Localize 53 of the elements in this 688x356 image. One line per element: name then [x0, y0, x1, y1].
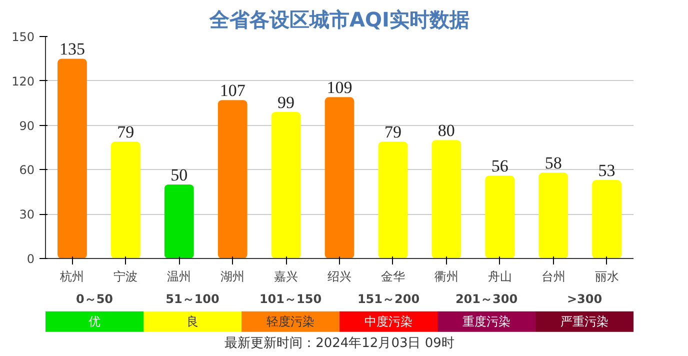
data-label: 79 [117, 122, 134, 142]
data-label: 50 [170, 166, 188, 184]
data-label: 107 [220, 81, 246, 100]
data-label: 80 [438, 121, 455, 140]
bar [218, 100, 248, 258]
data-label: 99 [278, 92, 295, 112]
x-tick-label: 绍兴 [328, 270, 352, 284]
bar [271, 112, 301, 258]
bar [110, 142, 140, 258]
y-tick-label: 60 [19, 163, 35, 178]
x-tick-label: 衢州 [434, 270, 458, 284]
category-label: 严重污染 [560, 314, 608, 329]
data-label: 53 [598, 161, 616, 180]
x-tick-label: 湖州 [220, 270, 245, 284]
bar [324, 97, 354, 258]
bar [432, 140, 462, 258]
bar [538, 172, 568, 258]
category-label: 轻度污染 [266, 314, 314, 329]
data-label: 56 [491, 156, 508, 176]
x-tick-label: 杭州 [59, 270, 84, 284]
data-label: 79 [384, 122, 402, 142]
bar [58, 58, 87, 258]
data-label: 135 [59, 40, 85, 59]
text: 151～200 [357, 292, 420, 306]
x-tick-label: 宁波 [114, 270, 138, 284]
y-tick-label: 30 [19, 208, 35, 222]
x-tick-label: 舟山 [488, 270, 512, 284]
text: 51～100 [166, 292, 220, 306]
text: 0～50 [76, 292, 114, 306]
text: >300 [566, 292, 602, 306]
y-tick-label: 150 [12, 30, 34, 44]
category-label: 良 [186, 314, 198, 329]
bar [378, 142, 408, 258]
bar [485, 176, 515, 258]
category-label: 中度污染 [364, 314, 412, 329]
data-label: 109 [326, 78, 352, 98]
y-tick-label: 120 [12, 74, 34, 88]
data-label: 58 [544, 154, 562, 173]
x-tick-label: 金华 [380, 270, 405, 284]
y-tick-label: 90 [19, 118, 35, 133]
x-tick-label: 丽水 [594, 270, 619, 284]
chart-title: 全省各设区城市AQI实时数据 [208, 8, 470, 32]
text: 最新更新时间：2024年12月03日 09时 [224, 336, 454, 352]
text: 101～150 [259, 292, 322, 306]
bar [592, 180, 622, 258]
category-label: 优 [88, 314, 100, 329]
text: 201～300 [455, 292, 518, 306]
y-tick-label: 0 [26, 252, 35, 266]
x-tick-label: 嘉兴 [274, 270, 298, 284]
x-tick-label: 温州 [167, 270, 192, 284]
category-label: 重度污染 [462, 314, 510, 329]
x-tick-label: 台州 [541, 270, 566, 284]
bar [164, 184, 194, 258]
